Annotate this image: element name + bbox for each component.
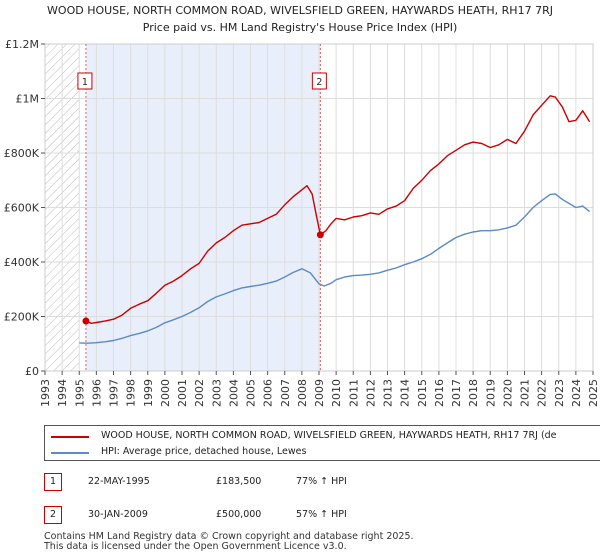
x-tick-label: 2003 <box>210 379 223 407</box>
x-tick-label: 2016 <box>433 379 446 407</box>
sale-point <box>82 317 90 325</box>
sale-date: 30-JAN-2009 <box>88 509 148 520</box>
x-tick-label: 2017 <box>450 379 463 407</box>
x-tick-label: 2011 <box>347 379 360 407</box>
x-tick-label: 2002 <box>193 379 206 407</box>
x-tick-label: 2018 <box>467 379 480 407</box>
x-tick-label: 1994 <box>56 379 69 407</box>
x-tick-label: 2019 <box>484 379 497 407</box>
x-tick-label: 2000 <box>159 379 172 407</box>
footer: Contains HM Land Registry data © Crown c… <box>44 532 414 552</box>
x-tick-label: 2014 <box>399 379 412 407</box>
x-tick-label: 1996 <box>90 379 103 407</box>
footer-line-2: This data is licensed under the Open Gov… <box>44 541 347 552</box>
x-tick-label: 2009 <box>313 379 326 407</box>
series-layer <box>79 95 591 344</box>
sale-date: 22-MAY-1995 <box>88 476 150 487</box>
sale-hpi-change: 77% ↑ HPI <box>296 476 347 487</box>
footer-line-1: Contains HM Land Registry data © Crown c… <box>44 531 414 542</box>
x-tick-label: 1999 <box>142 379 155 407</box>
sale-badge: 1 <box>44 473 62 491</box>
sale-label: 2 <box>316 77 322 88</box>
legend-swatch-hpi <box>51 452 89 454</box>
x-tick-label: 2010 <box>330 379 343 407</box>
sale-label: 1 <box>82 77 88 88</box>
x-tick-label: 2023 <box>553 379 566 407</box>
x-tick-label: 2004 <box>227 379 240 407</box>
series-line <box>79 193 591 344</box>
x-tick-label: 1995 <box>73 379 86 407</box>
y-axis-ticks: £0 £200K £400K £600K £800K £1M £1.2M <box>4 38 45 378</box>
y-tick-label: £1M <box>16 93 40 106</box>
chart-title: WOOD HOUSE, NORTH COMMON ROAD, WIVELSFIE… <box>47 4 553 17</box>
y-tick-label: £200K <box>4 311 40 324</box>
sale-label-box <box>311 72 327 90</box>
y-tick-label: £600K <box>4 202 40 215</box>
y-tick-label: £1.2M <box>5 38 39 51</box>
x-tick-label: 2006 <box>262 379 275 407</box>
sale-price: £500,000 <box>216 509 262 520</box>
x-tick-label: 2007 <box>279 379 292 407</box>
x-tick-label: 1998 <box>125 379 138 407</box>
legend-label-property: WOOD HOUSE, NORTH COMMON ROAD, WIVELSFIE… <box>101 430 557 441</box>
legend: WOOD HOUSE, NORTH COMMON ROAD, WIVELSFIE… <box>44 425 600 461</box>
x-tick-label: 2020 <box>501 379 514 407</box>
sale-badge: 2 <box>44 506 62 524</box>
x-axis-ticks: 1993 1994 1995 1996 1997 1998 1999 2000 2001 2002… <box>39 371 600 407</box>
x-tick-label: 2008 <box>296 379 309 407</box>
x-tick-label: 2015 <box>416 379 429 407</box>
y-tick-label: £400K <box>4 256 40 269</box>
x-tick-label: 2013 <box>382 379 395 407</box>
x-tick-label: 2005 <box>245 379 258 407</box>
sale-label-box <box>77 72 93 90</box>
legend-label-hpi: HPI: Average price, detached house, Lewe… <box>101 446 307 457</box>
x-tick-label: 2025 <box>587 379 600 407</box>
legend-swatch-property <box>51 436 89 438</box>
y-tick-label: £800K <box>4 147 40 160</box>
sale-hpi-change: 57% ↑ HPI <box>296 509 347 520</box>
x-tick-label: 2012 <box>364 379 377 407</box>
x-tick-label: 2001 <box>176 379 189 407</box>
x-tick-label: 2022 <box>536 379 549 407</box>
series-line <box>85 95 591 324</box>
x-tick-label: 2021 <box>519 379 532 407</box>
y-tick-label: £0 <box>25 365 39 378</box>
chart-subtitle: Price paid vs. HM Land Registry's House … <box>143 21 458 34</box>
sale-price: £183,500 <box>216 476 262 487</box>
grid-lines <box>44 43 594 372</box>
price-chart: WOOD HOUSE, NORTH COMMON ROAD, WIVELSFIE… <box>4 4 600 407</box>
x-tick-label: 2024 <box>570 379 583 407</box>
sale-point <box>316 231 324 239</box>
x-tick-label: 1993 <box>39 379 52 407</box>
x-tick-label: 1997 <box>108 379 121 407</box>
